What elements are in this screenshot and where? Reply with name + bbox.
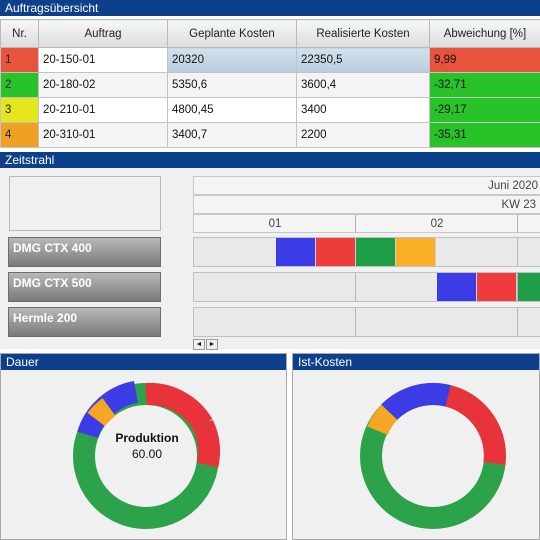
job-block-blue[interactable] <box>276 238 316 266</box>
job-block-red[interactable] <box>316 238 356 266</box>
column-header-auftrag[interactable]: Auftrag <box>38 19 168 48</box>
table-row[interactable]: 1 20-150-01 20320 22350,5 9,99 <box>0 47 540 73</box>
lane-divider <box>517 308 518 336</box>
column-header-geplante-kosten[interactable]: Geplante Kosten <box>167 19 297 48</box>
timeline-panel: Zeitstrahl Juni 2020 KW 23 01 02 DMG CTX… <box>0 152 540 349</box>
machine-label-dmg-ctx-500[interactable]: DMG CTX 500 <box>8 272 161 302</box>
geplant-cell: 20320 <box>167 47 297 73</box>
table-row[interactable]: 2 20-180-02 5350,6 3600,4 -32,71 <box>0 72 540 98</box>
day-label: 02 <box>430 218 444 230</box>
lane-divider <box>517 238 518 266</box>
timeline-month-header: Juni 2020 <box>193 176 540 195</box>
donut-segment-orange[interactable] <box>87 398 116 427</box>
nr-cell: 1 <box>0 47 39 73</box>
auftrag-cell: 20-310-01 <box>38 122 168 148</box>
auftrag-cell: 20-180-02 <box>38 72 168 98</box>
job-block-blue[interactable] <box>437 273 477 301</box>
machine-lane-dmg-ctx-400 <box>193 237 540 267</box>
lane-divider <box>517 273 518 301</box>
day-divider <box>517 215 518 233</box>
machine-lane-hermle-200 <box>193 307 540 337</box>
machine-lane-dmg-ctx-500 <box>193 272 540 302</box>
geplant-cell: 4800,45 <box>167 97 297 123</box>
job-block-red[interactable] <box>477 273 517 301</box>
nr-cell: 2 <box>0 72 39 98</box>
donut-segment-red-lower[interactable] <box>192 419 220 468</box>
column-header-abweichung[interactable]: Abweichung [%] <box>429 19 540 48</box>
realisiert-cell: 22350,5 <box>296 47 430 73</box>
timeline-panel-title: Zeitstrahl <box>0 152 540 168</box>
job-block-orange[interactable] <box>396 238 436 266</box>
donut-center-value: 60.00 <box>132 447 162 461</box>
dauer-panel-title: Dauer <box>1 354 286 370</box>
day-label: 01 <box>268 218 282 230</box>
table-row[interactable]: 3 20-210-01 4800,45 3400 -29,17 <box>0 97 540 123</box>
scroll-right-button[interactable]: ► <box>206 339 218 350</box>
job-block-green[interactable] <box>356 238 396 266</box>
timeline-week-header: KW 23 <box>193 195 540 214</box>
istkosten-panel-title: Ist-Kosten <box>293 354 539 370</box>
timeline-day-header: 01 02 <box>193 214 540 233</box>
realisiert-cell: 3600,4 <box>296 72 430 98</box>
orders-panel-title: Auftragsübersicht <box>0 0 540 16</box>
lane-divider <box>355 308 356 336</box>
nr-cell: 4 <box>0 122 39 148</box>
timeline-corner-box <box>9 176 161 231</box>
machine-label-hermle-200[interactable]: Hermle 200 <box>8 307 161 337</box>
istkosten-donut-chart <box>360 383 506 529</box>
auftrag-cell: 20-150-01 <box>38 47 168 73</box>
dauer-panel: Dauer Produktion 60.00 <box>0 353 287 540</box>
abweichung-cell: -32,71 <box>429 72 540 98</box>
realisiert-cell: 3400 <box>296 97 430 123</box>
table-row[interactable]: 4 20-310-01 3400,7 2200 -35,31 <box>0 122 540 148</box>
geplant-cell: 5350,6 <box>167 72 297 98</box>
donut-center-label: Produktion <box>115 431 178 445</box>
donut-segment-blue[interactable] <box>381 383 451 421</box>
auftrag-cell: 20-210-01 <box>38 97 168 123</box>
geplant-cell: 3400,7 <box>167 122 297 148</box>
column-header-nr[interactable]: Nr. <box>0 19 39 48</box>
job-block-green[interactable] <box>518 273 540 301</box>
nr-cell: 3 <box>0 97 39 123</box>
abweichung-cell: -35,31 <box>429 122 540 148</box>
column-header-realisierte-kosten[interactable]: Realisierte Kosten <box>296 19 430 48</box>
abweichung-cell: -29,17 <box>429 97 540 123</box>
orders-header-row: Nr. Auftrag Geplante Kosten Realisierte … <box>0 19 540 48</box>
donut-segment-red[interactable] <box>145 382 213 431</box>
istkosten-panel: Ist-Kosten <box>292 353 540 540</box>
donut-segment-orange[interactable] <box>367 404 398 436</box>
day-divider <box>355 215 356 233</box>
machine-label-dmg-ctx-400[interactable]: DMG CTX 400 <box>8 237 161 267</box>
realisiert-cell: 2200 <box>296 122 430 148</box>
orders-table: Nr. Auftrag Geplante Kosten Realisierte … <box>0 19 540 148</box>
scroll-left-button[interactable]: ◄ <box>193 339 205 350</box>
dauer-donut-chart: Produktion 60.00 <box>73 380 220 529</box>
abweichung-cell: 9,99 <box>429 47 540 73</box>
lane-divider <box>355 273 356 301</box>
